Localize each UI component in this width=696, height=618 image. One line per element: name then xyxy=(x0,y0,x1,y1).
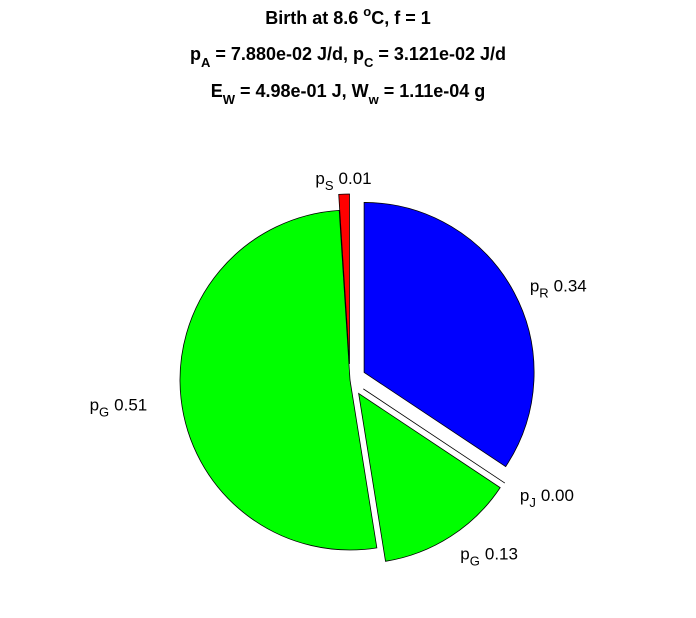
slice-label-text: p xyxy=(90,396,99,415)
slice-label-text: p xyxy=(315,169,324,188)
slice-label: pS 0.01 xyxy=(315,169,371,193)
slice-label-subscript: G xyxy=(470,554,480,569)
slice-label-text: p xyxy=(530,277,539,296)
slice-value-label: 0.00 xyxy=(541,486,574,505)
title-text: Birth at 8.6 xyxy=(265,8,363,28)
slice-label-text: p xyxy=(460,545,469,564)
slice-label: pJ 0.00 xyxy=(520,486,574,510)
slice-value-label: 0.51 xyxy=(114,396,147,415)
title-subscript: A xyxy=(201,55,211,70)
title-text: = 4.98e-01 J, W xyxy=(235,81,369,101)
title-superscript: o xyxy=(363,4,371,19)
pie-slice xyxy=(363,388,506,484)
title-text: E xyxy=(211,81,223,101)
slice-label-subscript: G xyxy=(99,405,109,420)
slice-label: pG 0.51 xyxy=(90,396,148,420)
slice-label-subscript: R xyxy=(539,286,548,301)
slice-label: pR 0.34 xyxy=(530,277,587,301)
slice-label: pG 0.13 xyxy=(460,545,518,569)
title-text: C, f = 1 xyxy=(371,8,431,28)
title-text: p xyxy=(190,44,201,64)
slice-label-subscript: S xyxy=(325,178,334,193)
pie-slice xyxy=(363,202,535,468)
title-subscript: C xyxy=(364,55,374,70)
title-subscript: w xyxy=(368,92,380,107)
title-text: = 7.880e-02 J/d, p xyxy=(210,44,364,64)
title-subscript: W xyxy=(223,92,236,107)
pie-slice xyxy=(338,193,350,365)
pie-slice xyxy=(358,392,501,562)
slice-value-label: 0.13 xyxy=(485,545,518,564)
title-text: = 3.121e-02 J/d xyxy=(373,44,506,64)
pie-slice xyxy=(179,209,378,551)
chart-title: Birth at 8.6 oC, f = 1 xyxy=(265,4,431,28)
slice-value-label: 0.01 xyxy=(339,169,372,188)
chart-title: pA = 7.880e-02 J/d, pC = 3.121e-02 J/d xyxy=(190,44,506,70)
slice-label-text: p xyxy=(520,486,529,505)
slice-value-label: 0.34 xyxy=(554,277,587,296)
chart-title: EW = 4.98e-01 J, Ww = 1.11e-04 g xyxy=(211,81,486,107)
slice-label-subscript: J xyxy=(529,495,536,510)
title-text: = 1.11e-04 g xyxy=(379,81,486,101)
